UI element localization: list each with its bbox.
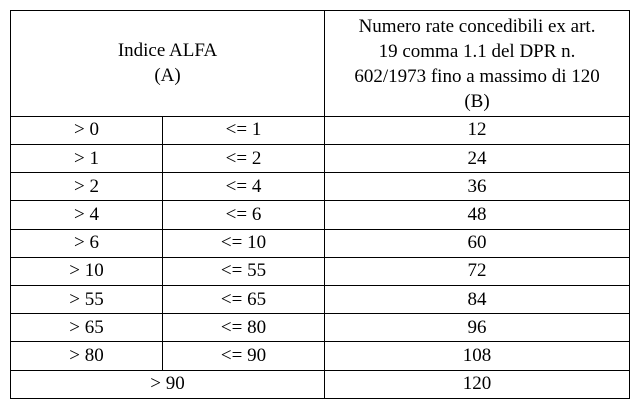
cell-lower-bound: > 55 [10,285,163,315]
cell-installments: 36 [324,172,631,202]
cell-upper-bound: <= 6 [161,200,326,230]
header-installments-line-1: Numero rate concedibili ex art. [358,16,596,38]
header-installments: Numero rate concedibili ex art. 19 comma… [324,10,631,117]
cell-installments: 96 [324,313,631,343]
table-row: > 6 <= 10 60 [10,228,631,258]
cell-upper-bound: <= 65 [161,285,326,315]
table-row: > 65 <= 80 96 [10,313,631,343]
cell-lower-bound: > 2 [10,172,163,202]
header-alfa-index: Indice ALFA (A) [9,10,326,117]
cell-upper-bound: <= 10 [161,228,326,258]
cell-installments: 24 [324,144,631,174]
cell-installments: 48 [324,200,631,230]
cell-upper-bound: <= 4 [161,172,326,202]
cell-installments: 12 [324,115,631,146]
cell-lower-bound: > 80 [10,341,163,371]
cell-upper-bound: <= 1 [161,115,326,146]
header-alfa-title: Indice ALFA [117,40,218,62]
cell-lower-bound: > 4 [10,200,163,230]
cell-lower-bound: > 1 [10,144,163,174]
alfa-index-table: Indice ALFA (A) Numero rate concedibili … [9,10,631,400]
cell-lower-bound: > 10 [10,256,163,287]
cell-upper-bound: <= 80 [161,313,326,343]
cell-installments: 60 [324,228,631,258]
table-row: > 4 <= 6 48 [10,200,631,230]
table-header-row: Indice ALFA (A) Numero rate concedibili … [9,10,631,117]
cell-installments: 84 [324,285,631,315]
header-installments-line-2: 19 comma 1.1 del DPR n. [378,41,576,63]
cell-upper-bound: <= 2 [161,144,326,174]
header-installments-line-3: 602/1973 fino a massimo di 120 [354,66,600,88]
cell-lower-bound: > 6 [10,228,163,258]
cell-installments: 72 [324,256,631,287]
header-installments-label: (B) [464,91,490,113]
table-row-last: > 90 120 [9,369,631,400]
table-row: > 80 <= 90 108 [10,341,631,371]
table-row: > 2 <= 4 36 [10,172,631,202]
cell-installments: 120 [324,369,631,400]
table-row: > 55 <= 65 84 [10,285,631,315]
cell-upper-bound: <= 90 [161,341,326,371]
header-alfa-label: (A) [154,65,181,87]
table-row: > 1 <= 2 24 [10,144,631,174]
cell-open-range: > 90 [9,369,326,400]
cell-lower-bound: > 65 [10,313,163,343]
cell-lower-bound: > 0 [10,115,163,146]
cell-upper-bound: <= 55 [161,256,326,287]
table-row: > 10 <= 55 72 [10,256,631,287]
cell-installments: 108 [324,341,631,371]
table-row: > 0 <= 1 12 [10,115,631,146]
